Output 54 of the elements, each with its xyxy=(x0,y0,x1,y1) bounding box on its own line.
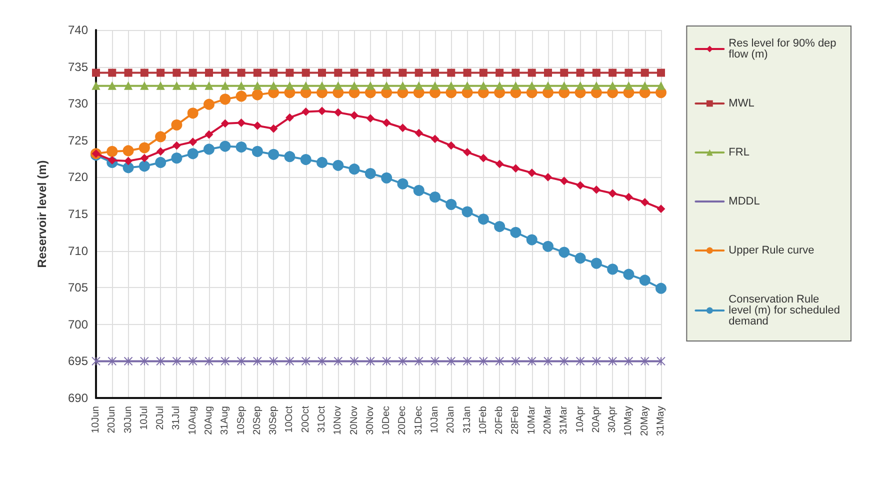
x-tick-label: 10Sep xyxy=(236,406,247,435)
x-tick-label: 20Jul xyxy=(155,406,166,430)
legend-label: MDDL xyxy=(728,196,760,208)
x-tick-label: 30Sep xyxy=(268,406,280,435)
x-tick-label: 10Oct xyxy=(284,406,296,433)
x-tick-label: 31Dec xyxy=(413,406,424,435)
x-tick-label: 20Mar xyxy=(542,405,554,434)
x-tick-label: 20Oct xyxy=(300,406,312,433)
legend-label: MWL xyxy=(728,98,754,110)
x-tick-label: 10May xyxy=(623,406,634,436)
x-tick-label: 20Dec xyxy=(397,406,408,435)
legend-label: Res level for 90% dep flow (m) xyxy=(728,38,840,60)
x-tick-label: 10Jul xyxy=(138,406,150,430)
y-tick-label: 720 xyxy=(68,170,88,184)
x-tick-label: 20Sep xyxy=(252,406,263,435)
x-tick-label: 10Feb xyxy=(478,406,489,434)
y-tick-label: 730 xyxy=(68,96,88,111)
y-tick-label: 695 xyxy=(68,354,88,368)
x-tick-label: 20Aug xyxy=(204,406,214,435)
y-tick-label: 735 xyxy=(68,60,88,74)
x-tick-label: 31Aug xyxy=(220,406,231,435)
x-tick-label: 20Apr xyxy=(590,405,602,433)
x-tick-label: 31Mar xyxy=(558,405,570,434)
y-tick-label: 710 xyxy=(68,244,88,258)
x-tick-label: 31Jan xyxy=(462,406,473,434)
legend-label: Conservation Rule level (m) for scheduled demand xyxy=(728,294,844,328)
x-tick-label: 30Apr xyxy=(607,405,618,433)
x-tick-label: 10Dec xyxy=(381,406,392,435)
x-tick-label: 10Jun xyxy=(90,406,102,434)
x-tick-label: 10Nov xyxy=(332,406,344,435)
x-tick-label: 31Oct xyxy=(316,406,328,433)
x-tick-label: 30Jun xyxy=(122,406,134,434)
x-tick-label: 31Jul xyxy=(171,406,182,430)
x-tick-label: 28Feb xyxy=(510,406,522,434)
x-tick-label: 10Aug xyxy=(187,406,198,435)
y-tick-label: 725 xyxy=(68,133,88,148)
x-tick-label: 10Mar xyxy=(526,405,538,434)
y-axis-title: Reservoir level (m) xyxy=(35,160,49,268)
x-tick-label: 20Feb xyxy=(494,406,506,434)
x-tick-label: 20Nov xyxy=(348,406,360,435)
x-tick-label: 10Jan xyxy=(430,406,440,434)
x-tick-label: 10Apr xyxy=(574,405,586,433)
x-tick-label: 31May xyxy=(656,406,666,436)
y-tick-label: 690 xyxy=(68,391,88,405)
legend-label: FRL xyxy=(728,146,750,158)
x-tick-label: 30Nov xyxy=(364,406,376,435)
legend-label: Upper Rule curve xyxy=(728,244,814,256)
x-tick-label: 20May xyxy=(639,406,650,436)
y-tick-label: 740 xyxy=(68,23,88,37)
x-tick-label: 20Jan xyxy=(446,406,457,434)
x-tick-label: 20Jun xyxy=(106,406,118,434)
y-tick-label: 705 xyxy=(68,280,88,295)
y-tick-label: 700 xyxy=(68,317,88,332)
y-tick-label: 715 xyxy=(68,207,88,221)
